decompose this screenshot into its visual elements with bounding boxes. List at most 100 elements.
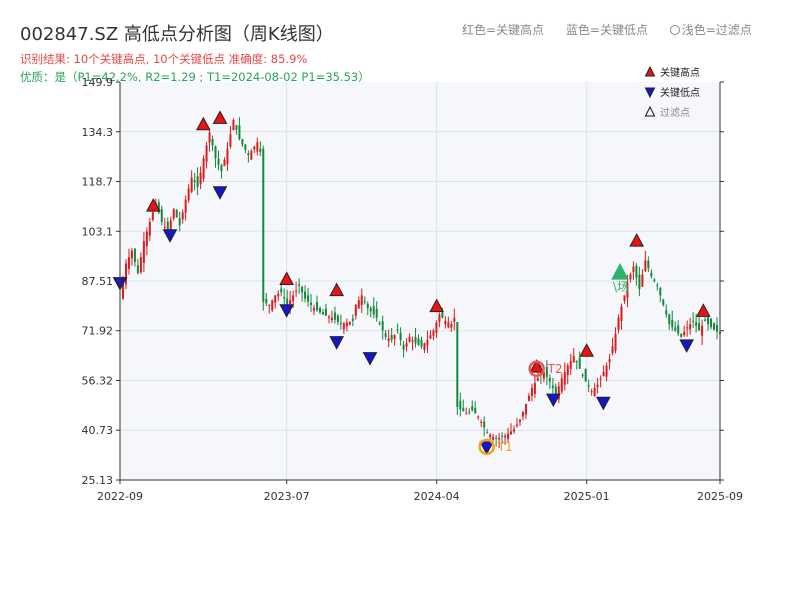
candle-body xyxy=(220,165,223,171)
candle-body xyxy=(486,432,489,434)
filtered-point-label: \场 xyxy=(613,280,629,294)
candle-body xyxy=(280,288,283,293)
x-tick-label: 2023-07 xyxy=(264,490,310,503)
legend-label: 关键高点 xyxy=(660,66,700,79)
candle-body xyxy=(301,286,304,293)
candle-body xyxy=(396,329,399,331)
candle-body xyxy=(504,435,507,438)
legend-blue-meaning: 蓝色=关键低点 xyxy=(565,23,648,37)
annotation-circle xyxy=(528,360,545,378)
legend-swatch-high xyxy=(644,65,656,77)
candle-body xyxy=(471,406,474,411)
candle-body xyxy=(292,295,295,302)
key-high-marker xyxy=(212,110,228,124)
x-tick-label: 2022-09 xyxy=(97,490,143,503)
candle-body xyxy=(139,257,142,273)
candle-body xyxy=(184,199,187,213)
circle-icon xyxy=(669,25,680,35)
candle-body xyxy=(232,119,235,131)
candle-body xyxy=(560,378,563,392)
candle-body xyxy=(351,318,354,321)
candle-body xyxy=(393,335,396,339)
y-tick-label: 25.13 xyxy=(82,474,114,487)
candle-body xyxy=(513,429,516,432)
candle-body xyxy=(369,308,372,312)
key-low-marker xyxy=(595,396,611,411)
candle-body xyxy=(274,295,277,303)
candle-body xyxy=(226,148,229,165)
candle-body xyxy=(641,274,644,287)
y-tick-label: 134.3 xyxy=(82,126,114,139)
candle-body xyxy=(133,248,136,262)
candle-body xyxy=(435,322,438,333)
x-tick-label: 2025-01 xyxy=(564,490,610,503)
key-high-marker xyxy=(695,303,711,317)
candle-body xyxy=(414,336,417,344)
candle-body xyxy=(533,383,536,395)
candle-body xyxy=(456,321,459,408)
candle-body xyxy=(265,299,268,304)
candle-body xyxy=(483,421,486,428)
candle-body xyxy=(178,218,181,226)
candle-body xyxy=(569,360,572,369)
candle-body xyxy=(262,148,265,302)
candle-body xyxy=(244,144,247,150)
candle-body xyxy=(268,304,271,306)
key-high-marker xyxy=(579,343,595,357)
candle-body xyxy=(566,365,569,376)
candle-body xyxy=(148,222,151,236)
candle-body xyxy=(521,411,524,417)
key-high-marker xyxy=(195,116,211,131)
candle-body xyxy=(551,385,554,388)
annotation-label: T2 xyxy=(547,362,563,376)
candle-body xyxy=(196,176,199,187)
candle-body xyxy=(698,323,701,331)
candle-body xyxy=(411,340,414,342)
candle-body xyxy=(420,339,423,347)
candle-body xyxy=(172,209,175,219)
candle-body xyxy=(492,436,495,440)
candle-body xyxy=(211,139,214,146)
candle-body xyxy=(635,265,638,278)
candle-body xyxy=(674,327,677,331)
candle-body xyxy=(151,212,154,220)
candle-body xyxy=(381,321,384,331)
filtered-point-marker xyxy=(611,263,629,280)
candle-body xyxy=(489,434,492,438)
candle-body xyxy=(423,343,426,350)
candle-body xyxy=(686,327,689,329)
candle-body xyxy=(519,419,521,422)
candle-body xyxy=(259,148,262,152)
y-tick-label: 103.1 xyxy=(82,225,114,238)
candle-body xyxy=(701,325,704,336)
quality-summary: 优质：是（P1=42.2%, R2=1.29 ; T1=2024-08-02 P… xyxy=(20,70,370,84)
candle-body xyxy=(462,408,465,412)
candle-body xyxy=(187,188,190,201)
candle-body xyxy=(387,338,390,342)
candle-body xyxy=(662,299,665,305)
candle-body xyxy=(199,172,202,184)
candle-body xyxy=(584,368,587,382)
candle-body xyxy=(432,330,435,336)
y-ticks: 25.13 40.73 56.32 71.92 87.51 103.1 118.7 134.3… xyxy=(82,76,724,487)
candle-body xyxy=(548,377,551,382)
candle-body xyxy=(330,317,333,321)
candle-body xyxy=(121,281,124,299)
candle-body xyxy=(295,290,298,292)
y-tick-label: 118.7 xyxy=(82,176,114,189)
page-title: 002847.SZ 高低点分析图（周K线图） xyxy=(20,24,334,45)
candle-body xyxy=(647,260,650,269)
candle-body xyxy=(510,431,513,435)
candle-body xyxy=(587,385,590,387)
candle-body xyxy=(181,212,184,220)
y-tick-label: 56.32 xyxy=(82,375,114,388)
candle-body xyxy=(372,306,375,315)
candle-body xyxy=(310,302,313,305)
candle-body xyxy=(205,145,208,162)
candle-body xyxy=(468,411,471,413)
candle-body xyxy=(223,159,226,166)
candle-body xyxy=(307,295,310,302)
candle-body xyxy=(130,250,133,259)
candle-body xyxy=(271,300,274,311)
